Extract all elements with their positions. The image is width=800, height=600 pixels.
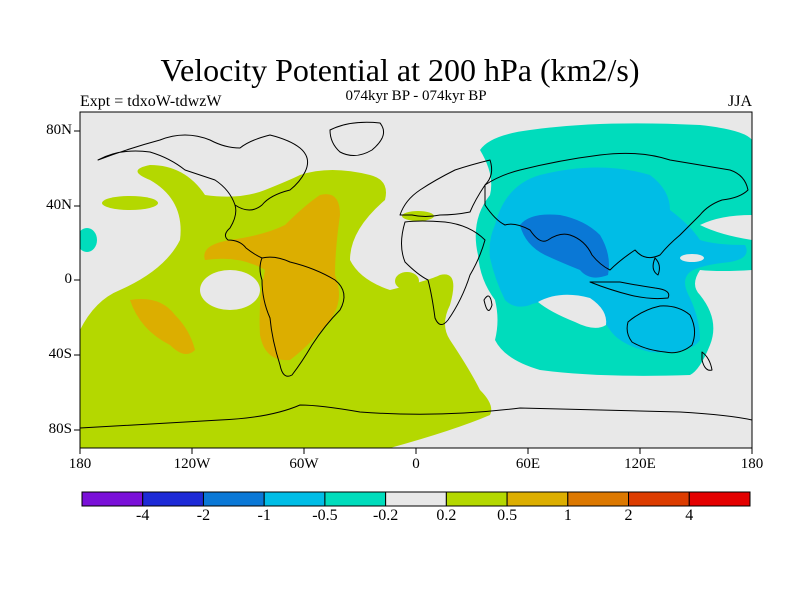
lon-label-120w: 120W (173, 456, 211, 472)
colorbar-label: 0.5 (497, 507, 518, 524)
lat-label-40s: 40S (48, 346, 72, 362)
positive-blob-pacific (102, 196, 158, 210)
colorbar-swatch (385, 491, 447, 507)
strong-positive-south-pacific (130, 299, 195, 354)
neutral-hole-pacific (200, 270, 260, 310)
neutral-hole-pacific-east (680, 254, 704, 262)
colorbar-swatch (445, 491, 508, 507)
neutral-hole-indian-ocean (538, 294, 607, 328)
season-label: JJA (727, 93, 752, 110)
colorbar-swatch (688, 491, 751, 507)
colorbar-swatch (142, 491, 204, 507)
strong-positive-south-america (204, 194, 340, 361)
lon-label-180w: 180 (68, 456, 92, 472)
colorbar-swatch (81, 491, 144, 507)
colorbar-label: -4 (136, 507, 150, 524)
lat-label-0: 0 (64, 271, 73, 287)
colorbar-swatch (628, 491, 690, 507)
lon-label-0: 0 (412, 456, 420, 472)
negative-blob-west-edge (80, 228, 97, 252)
lon-label-180e: 180 (740, 456, 764, 472)
axis-ticks (74, 130, 753, 454)
colorbar (81, 491, 751, 507)
colorbar-label: -0.5 (312, 507, 338, 524)
colorbar-swatch (202, 491, 265, 507)
map-field (80, 112, 752, 448)
lat-label-80s: 80S (48, 421, 72, 437)
colorbar-label: -2 (196, 507, 211, 524)
lon-label-120e: 120E (624, 456, 656, 472)
colorbar-label: 2 (624, 507, 633, 524)
moderate-negative-asia (489, 167, 747, 353)
colorbar-label: -0.2 (372, 507, 399, 524)
colorbar-swatch (506, 491, 569, 507)
lon-label-60e: 60E (515, 456, 541, 472)
lat-label-40n: 40N (46, 197, 72, 213)
plot-title: Velocity Potential at 200 hPa (km2/s) (160, 52, 640, 88)
coastlines (80, 121, 752, 429)
colorbar-label: -1 (257, 507, 271, 524)
lon-label-60w: 60W (289, 456, 319, 472)
positive-blob-africa (395, 272, 419, 290)
colorbar-swatch (263, 491, 326, 507)
lat-label-80n: 80N (46, 122, 72, 138)
colorbar-swatch (567, 491, 630, 507)
experiment-label: Expt = tdxoW-tdwzW (80, 93, 222, 110)
colorbar-label: 0.2 (436, 507, 457, 524)
strong-negative-india (520, 214, 609, 278)
colorbar-label: 1 (563, 507, 572, 524)
neutral-notch-atlantic (235, 112, 400, 180)
plot-subtitle: 074kyr BP - 074kyr BP (345, 88, 487, 104)
colorbar-label: 4 (685, 507, 694, 524)
colorbar-swatch (324, 491, 387, 507)
